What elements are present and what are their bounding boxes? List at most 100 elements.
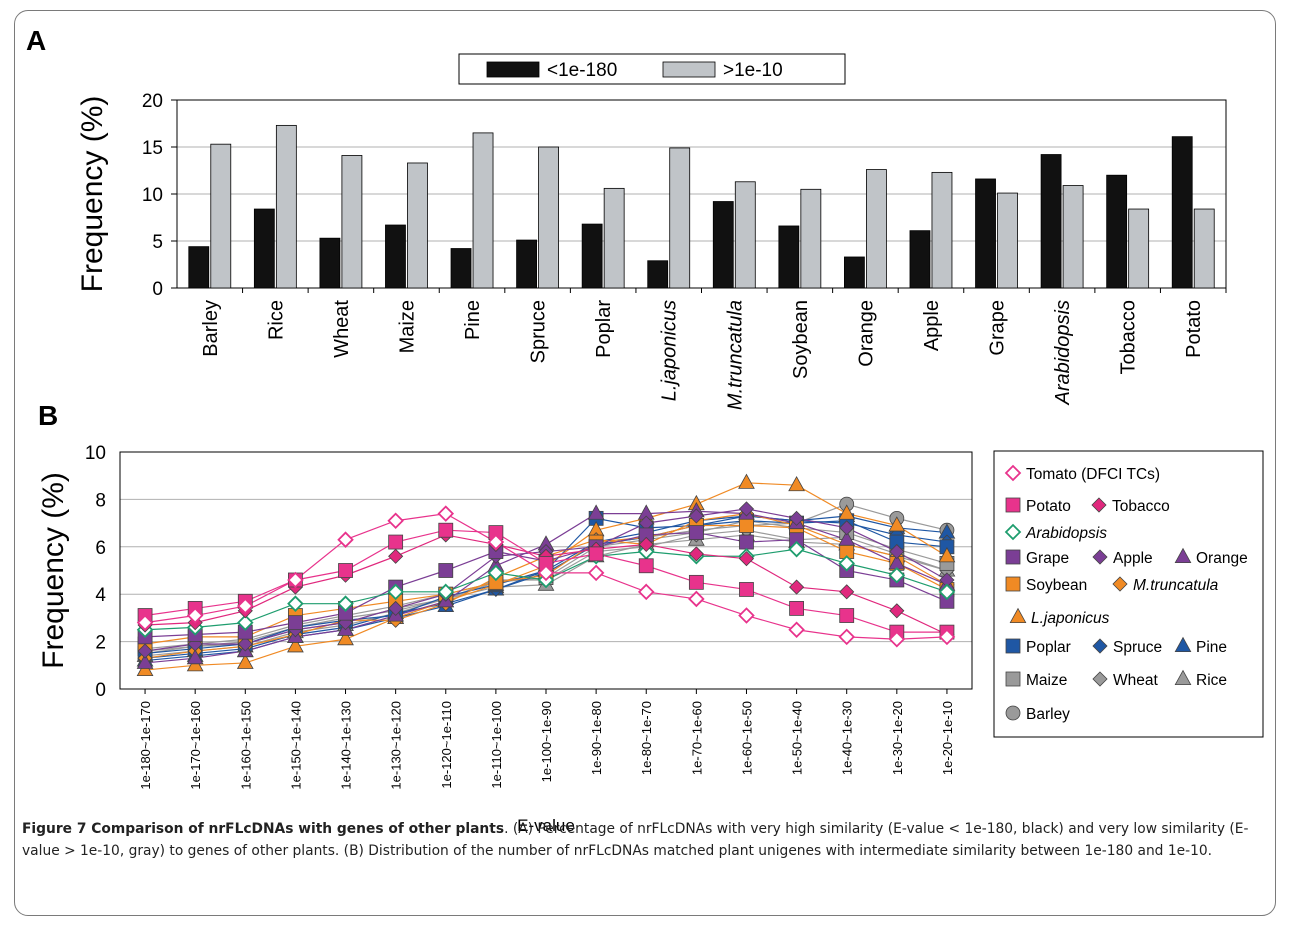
bar-pine-high-similarity xyxy=(450,248,472,289)
panel-a-category-label: Barley xyxy=(200,300,222,357)
bar-apple-high-similarity xyxy=(909,230,931,289)
panel-a-category-label: Maize xyxy=(396,300,418,353)
bar-soybean-low-similarity xyxy=(800,188,822,289)
panel-a-category-label: Rice xyxy=(265,300,287,340)
panel-b-x-tick-label: 1e-40~1e-30 xyxy=(840,701,855,775)
panel-a-category-label: Wheat xyxy=(331,300,353,358)
bar-apple-low-similarity xyxy=(931,171,953,289)
legend-swatch-high-similarity xyxy=(486,61,540,78)
panel-b-x-tick-label: 1e-20~1e-10 xyxy=(940,701,955,775)
point-tomato-dfci-tcs xyxy=(738,607,755,624)
point-l-japonicus xyxy=(938,547,956,563)
legend-label-rice: Rice xyxy=(1196,672,1227,689)
point-grape xyxy=(739,534,754,550)
point-tomato-dfci-tcs xyxy=(537,564,555,582)
panel-a-category-label: Pine xyxy=(462,300,484,340)
legend-marker-grape xyxy=(1005,549,1021,565)
bar-barley-low-similarity xyxy=(210,143,232,289)
point-apple xyxy=(237,636,253,652)
panel-b-x-tick-label: 1e-80~1e-70 xyxy=(639,701,654,775)
legend-label-maize: Maize xyxy=(1026,672,1067,689)
point-arabidopsis xyxy=(938,583,956,601)
point-tobacco xyxy=(789,579,805,595)
point-orange xyxy=(587,504,605,520)
bar-l-japonicus-high-similarity xyxy=(647,260,669,289)
legend-label-spruce: Spruce xyxy=(1113,639,1162,656)
panel-a-category-label: L.japonicus xyxy=(659,300,681,401)
point-arabidopsis xyxy=(888,566,906,584)
legend-label-barley: Barley xyxy=(1026,706,1070,723)
legend-marker-arabidopsis xyxy=(1004,523,1022,541)
panel-b-x-tick-label: 1e-150~1e-140 xyxy=(288,701,303,790)
panel-a-y-tick-label: 15 xyxy=(142,138,163,159)
bar-poplar-high-similarity xyxy=(581,223,603,289)
caption-title: Figure 7 Comparison of nrFLcDNAs with ge… xyxy=(22,821,505,837)
legend-marker-m-truncatula xyxy=(1112,576,1128,592)
point-l-japonicus xyxy=(287,637,304,653)
point-apple xyxy=(889,543,905,560)
bar-orange-high-similarity xyxy=(844,256,865,289)
figure-frame xyxy=(14,10,1276,916)
point-tomato-dfci-tcs xyxy=(186,607,204,624)
panel-a-y-tick-label: 10 xyxy=(142,185,163,206)
point-l-japonicus xyxy=(888,516,906,532)
panel-a-y-axis-title: Frequency (%) xyxy=(76,96,109,293)
bar-maize-high-similarity xyxy=(385,224,406,289)
point-potato xyxy=(839,608,855,623)
point-tobacco xyxy=(388,548,404,564)
panel-b-y-tick-label: 6 xyxy=(95,538,106,559)
legend-marker-soybean xyxy=(1005,576,1021,592)
panel-b-x-tick-label: 1e-130~1e-120 xyxy=(389,701,404,790)
figure-caption: Figure 7 Comparison of nrFLcDNAs with ge… xyxy=(22,818,1272,862)
legend-marker-apple xyxy=(1092,549,1108,565)
panel-a-category-label: Soybean xyxy=(790,300,812,379)
panel-b-legend xyxy=(993,450,1264,738)
bar-arabidopsis-low-similarity xyxy=(1062,185,1084,289)
legend-marker-rice xyxy=(1174,669,1192,685)
point-potato xyxy=(789,601,804,616)
bar-orange-low-similarity xyxy=(866,169,887,289)
bar-grape-high-similarity xyxy=(975,178,996,289)
bar-l-japonicus-low-similarity xyxy=(669,147,691,289)
bar-spruce-low-similarity xyxy=(538,146,559,289)
legend-marker-tomato-dfci-tcs xyxy=(1004,464,1022,482)
point-arabidopsis xyxy=(437,583,455,601)
panel-a-category-label: Grape xyxy=(987,300,1009,356)
legend-label-tomato-dfci-tcs: Tomato (DFCI TCs) xyxy=(1026,466,1160,483)
point-arabidopsis xyxy=(788,540,805,558)
point-orange xyxy=(186,648,204,665)
legend-label-soybean: Soybean xyxy=(1026,577,1087,594)
legend-marker-spruce xyxy=(1092,638,1108,654)
point-arabidopsis xyxy=(287,595,304,612)
legend-label-pine: Pine xyxy=(1196,639,1227,656)
panel-a-category-label: Apple xyxy=(921,300,943,351)
legend-marker-wheat xyxy=(1092,671,1108,687)
point-apple xyxy=(137,643,153,659)
point-l-japonicus xyxy=(788,475,805,492)
point-arabidopsis xyxy=(337,595,354,612)
panel-a-category-label: Spruce xyxy=(528,300,550,363)
point-soybean xyxy=(739,518,754,533)
bar-tobacco-low-similarity xyxy=(1128,208,1150,289)
bar-potato-low-similarity xyxy=(1193,208,1215,289)
legend-marker-maize xyxy=(1005,671,1021,687)
point-arabidopsis xyxy=(387,583,404,601)
legend-marker-barley xyxy=(1005,705,1021,721)
bar-grape-low-similarity xyxy=(997,192,1018,289)
point-tomato-dfci-tcs xyxy=(237,597,254,615)
panel-b-y-tick-label: 2 xyxy=(95,633,106,654)
point-potato xyxy=(739,582,754,597)
point-arabidopsis xyxy=(237,614,254,631)
panel-a-category-label: Arabidopsis xyxy=(1052,300,1074,406)
point-potato xyxy=(388,534,404,550)
panel-b-x-tick-label: 1e-60~1e-50 xyxy=(739,701,754,775)
point-apple xyxy=(789,510,805,526)
panel-b-x-tick-label: 1e-100~1e-90 xyxy=(539,701,554,782)
panel-b-x-tick-label: 1e-120~1e-110 xyxy=(439,701,454,789)
panel-b-y-tick-label: 4 xyxy=(95,585,106,606)
point-tobacco xyxy=(738,551,755,567)
point-grape xyxy=(438,563,454,578)
bar-poplar-low-similarity xyxy=(603,187,625,289)
panel-b-x-tick-label: 1e-180~1e-170 xyxy=(138,701,153,790)
point-potato xyxy=(338,563,353,578)
